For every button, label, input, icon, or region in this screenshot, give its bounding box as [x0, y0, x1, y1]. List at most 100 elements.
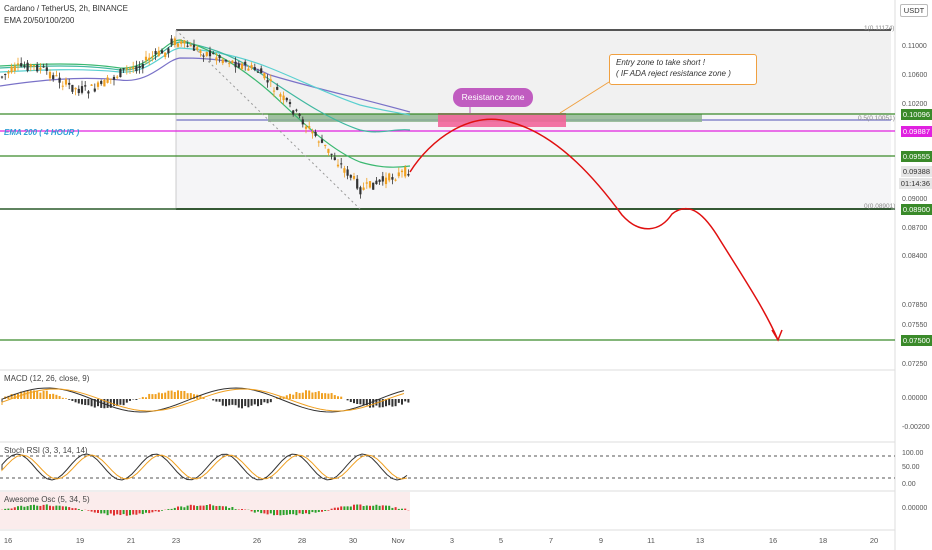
macd-bar [145, 397, 147, 399]
ao-bar [26, 506, 29, 510]
macd-bar [228, 399, 231, 406]
currency-badge[interactable]: USDT [900, 4, 928, 17]
ao-bar [394, 507, 397, 510]
candle [74, 87, 77, 96]
ao-bar [42, 504, 45, 510]
macd-title: MACD (12, 26, close, 9) [4, 374, 90, 383]
candle [304, 124, 308, 134]
candle [128, 66, 132, 74]
ao-bar [106, 510, 109, 516]
resistance-zone-label[interactable]: Resistance zone [453, 88, 533, 107]
ao-bar [116, 510, 119, 515]
ao-bar [68, 507, 71, 510]
macd-bar [285, 395, 288, 399]
macd-bar [397, 399, 400, 403]
macd-tick: 0.00000 [902, 395, 928, 402]
ao-bar [301, 510, 304, 515]
macd-bar [135, 399, 138, 400]
ao-bar [253, 510, 256, 513]
ao-bar [337, 507, 339, 510]
macd-bar [113, 399, 115, 406]
macd-bar [167, 390, 170, 399]
macd-bar [407, 399, 410, 403]
candlesticks[interactable] [0, 35, 410, 199]
candle [205, 51, 208, 58]
ao-bar [343, 506, 346, 510]
x-tick: 16 [768, 536, 778, 545]
candle [311, 128, 314, 139]
macd-bar [263, 399, 266, 403]
macd-bar [151, 394, 154, 399]
candle [221, 57, 224, 66]
candle [26, 60, 29, 73]
stoch-rsi-pane[interactable] [0, 453, 895, 481]
macd-bar [260, 399, 263, 405]
candle [138, 61, 141, 74]
ao-bar [404, 508, 407, 510]
candle [68, 78, 71, 90]
macd-bar [186, 393, 189, 399]
macd-bar [173, 391, 176, 399]
x-tick: 11 [647, 536, 655, 545]
macd-bar [202, 396, 205, 399]
macd-bar [234, 399, 237, 406]
candle [356, 175, 359, 191]
macd-bar [369, 399, 371, 408]
ao-bar [391, 507, 394, 510]
candle [285, 97, 288, 103]
projected-path[interactable] [409, 118, 779, 341]
ao-bar [138, 510, 141, 514]
ao-bar [167, 509, 170, 510]
macd-pane[interactable] [1, 387, 410, 413]
macd-bar [29, 390, 32, 399]
ao-bar [23, 506, 26, 510]
awesome-osc-pane[interactable] [0, 492, 410, 529]
macd-bar [45, 390, 48, 399]
macd-bar [87, 399, 90, 406]
entry-callout[interactable]: Entry zone to take short ! ( IF ADA reje… [609, 54, 757, 85]
candle [4, 73, 7, 80]
ao-bar [349, 506, 352, 510]
candle [36, 62, 39, 73]
macd-bar [372, 399, 375, 408]
candle [125, 65, 128, 75]
ao-bar [4, 508, 7, 510]
macd-bar [52, 393, 55, 399]
ao-tick: 0.00000 [902, 505, 928, 512]
ao-bar [119, 510, 122, 516]
macd-bar [93, 399, 96, 408]
candle [48, 69, 52, 82]
callout-line2: ( IF ADA reject resistance zone ) [616, 69, 731, 78]
y-tick: 0.07850 [902, 302, 928, 309]
ao-bar [314, 510, 317, 513]
candle [324, 144, 327, 149]
candle [244, 59, 247, 71]
x-tick: 13 [695, 536, 705, 545]
macd-bar [97, 399, 99, 407]
candle [301, 116, 304, 128]
candle [196, 45, 199, 52]
candle [340, 157, 343, 169]
ao-bar [36, 505, 39, 510]
ao-bar [260, 510, 263, 514]
candle [231, 60, 234, 64]
ao-bar [20, 505, 23, 510]
x-tick: 3 [449, 536, 455, 545]
macd-bar [193, 394, 195, 399]
macd-bar [394, 399, 397, 407]
x-tick: 20 [869, 536, 879, 545]
ao-bar [308, 510, 311, 515]
macd-bar [349, 399, 352, 403]
candle [106, 75, 109, 84]
countdown-tag: 01:14:36 [898, 178, 932, 189]
ao-bar [397, 508, 400, 510]
candle [375, 177, 378, 185]
macd-bar [362, 399, 365, 406]
candle [298, 113, 301, 119]
candle [388, 172, 391, 183]
ao-bar [359, 504, 362, 510]
candle [16, 57, 20, 71]
macd-bar [237, 399, 240, 408]
